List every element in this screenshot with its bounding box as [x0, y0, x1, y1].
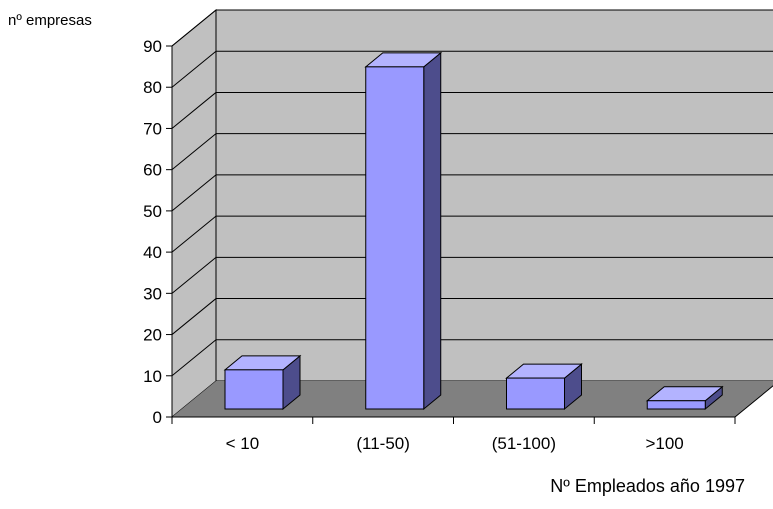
bar — [224, 369, 284, 410]
gridline-side — [171, 50, 217, 88]
gridline-side — [171, 9, 217, 47]
x-tick-label: < 10 — [226, 434, 260, 453]
bars — [223, 51, 724, 411]
gridline-side — [171, 92, 217, 129]
gridlines — [171, 9, 773, 377]
gridline-side — [171, 256, 217, 294]
y-tick-label: 0 — [153, 408, 162, 427]
y-axis-title: nº empresas — [8, 12, 92, 29]
gridline-side — [171, 339, 217, 377]
bar — [506, 377, 565, 410]
axes — [166, 45, 773, 424]
y-tick-label: 30 — [143, 284, 162, 303]
y-tick-label: 80 — [143, 78, 162, 97]
bar-side — [423, 51, 442, 411]
bar — [646, 400, 706, 410]
x-tick-label: (51-100) — [492, 434, 556, 453]
floor-edge — [734, 385, 773, 418]
axis-labels: 0 10 20 30 40 50 60 70 80 90 < 10 (11-50) (51-100) >1… — [143, 37, 684, 453]
y-tick-label: 70 — [143, 119, 162, 138]
x-axis-title: Nº Empleados año 1997 — [550, 476, 745, 496]
gridline-side — [171, 133, 217, 171]
side-wall — [171, 8, 217, 419]
chart-walls — [171, 8, 773, 419]
y-tick-label: 20 — [143, 326, 162, 345]
x-tick-label: (11-50) — [356, 434, 410, 453]
gridline-side — [171, 298, 217, 335]
y-tick-label: 10 — [143, 367, 162, 386]
gridline-side — [171, 174, 217, 212]
y-tick-label: 90 — [143, 37, 162, 56]
x-tick-label: >100 — [645, 434, 683, 453]
gridline-side — [171, 215, 217, 253]
y-tick-label: 40 — [143, 243, 162, 262]
y-tick-label: 50 — [143, 202, 162, 221]
bar — [365, 66, 425, 410]
floor — [172, 381, 773, 417]
back-wall — [215, 9, 773, 382]
y-tick-label: 60 — [143, 161, 162, 180]
